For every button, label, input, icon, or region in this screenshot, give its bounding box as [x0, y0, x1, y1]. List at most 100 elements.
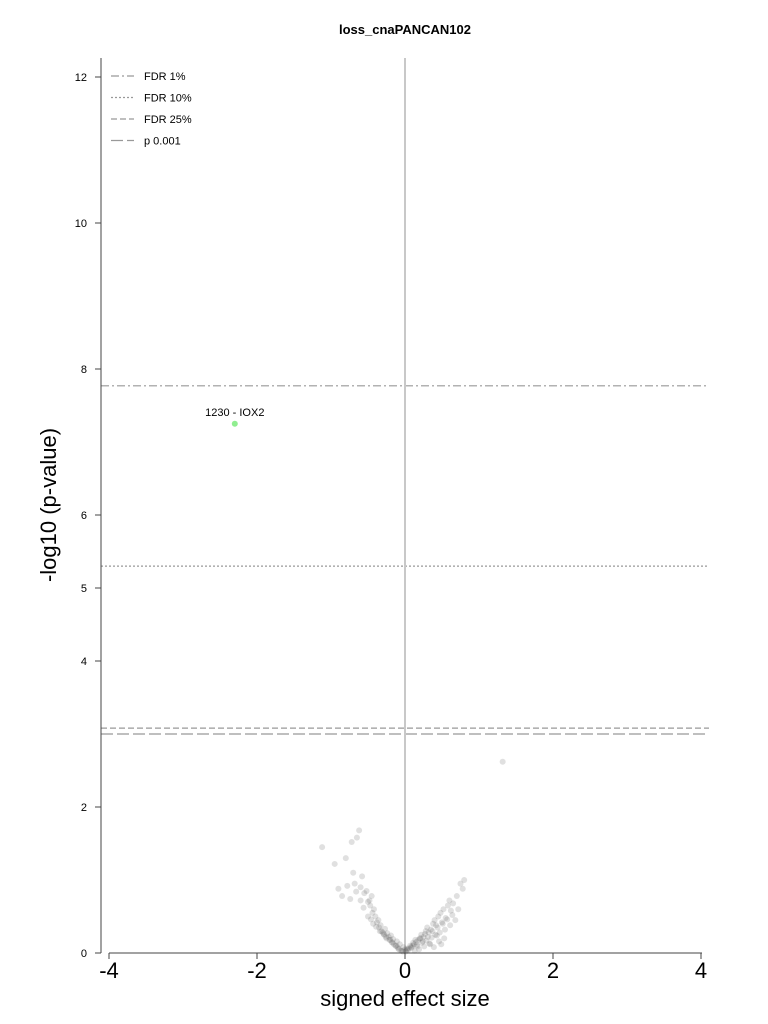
scatter-point [342, 855, 349, 862]
scatter-point [368, 893, 375, 900]
scatter-point [424, 924, 431, 931]
scatter-point [457, 880, 464, 887]
scatter-point [347, 895, 354, 902]
legend-label: p 0.001 [144, 136, 181, 148]
scatter-point [388, 939, 395, 946]
scatter-point [339, 893, 346, 900]
scatter-point [348, 839, 355, 846]
x-tick-label: 0 [399, 958, 411, 983]
scatter-point [416, 946, 423, 953]
scatter-point [425, 929, 432, 936]
scatter-point [437, 909, 444, 916]
scatter-point [438, 941, 445, 948]
scatter-point [419, 939, 426, 946]
scatter-point [444, 916, 451, 923]
scatter-point [398, 947, 405, 954]
scatter-point [400, 944, 407, 951]
scatter-point [344, 882, 351, 889]
scatter-point [441, 935, 448, 942]
scatter-point [436, 929, 443, 936]
scatter-point [408, 944, 415, 951]
scatter-point [422, 928, 429, 935]
scatter-point [385, 933, 392, 940]
scatter-point [410, 939, 417, 946]
scatter-point [379, 929, 386, 936]
scatter-point [393, 942, 400, 949]
scatter-point [453, 893, 460, 900]
scatter-point [367, 902, 374, 909]
y-tick-label: 2 [81, 802, 87, 814]
scatter-point [428, 934, 435, 941]
scatter-point [387, 932, 394, 939]
scatter-point [351, 880, 358, 887]
scatter-point [429, 928, 436, 935]
x-tick-label: 2 [547, 958, 559, 983]
scatter-point [444, 902, 451, 909]
scatter-point [421, 943, 428, 950]
scatter-point [459, 885, 466, 892]
scatter-point [365, 898, 371, 905]
scatter-point [439, 919, 445, 926]
scatter-point [434, 924, 441, 931]
scatter-point [450, 900, 457, 907]
scatter-point [389, 939, 396, 946]
scatter-point [383, 935, 390, 942]
scatter-point [461, 877, 468, 883]
scatter-point [430, 920, 437, 927]
scatter-point [442, 914, 449, 921]
scatter-point [390, 936, 397, 943]
scatter-point [377, 922, 384, 929]
y-tick-label: 10 [75, 218, 87, 230]
y-tick-label: 12 [75, 72, 87, 84]
y-axis-label: -log10 (p-value) [36, 428, 61, 582]
scatter-point [381, 931, 388, 938]
scatter-point [405, 945, 412, 952]
scatter-point [369, 909, 376, 916]
scatter-point [411, 947, 418, 954]
x-tick-label: -2 [247, 958, 267, 983]
scatter-point [433, 922, 440, 929]
scatter-point [396, 946, 403, 953]
scatter-point [441, 926, 448, 933]
scatter-point [446, 897, 453, 904]
scatter-point [407, 942, 414, 949]
scatter-point [359, 873, 366, 880]
scatter-point [378, 928, 385, 935]
scatter-point [431, 917, 438, 924]
scatter-point [376, 924, 383, 931]
scatter-point [426, 940, 433, 947]
scatter-point [409, 942, 416, 949]
scatter-point [415, 936, 422, 943]
scatter-point [370, 920, 377, 927]
x-axis-label: signed effect size [320, 986, 490, 1011]
y-tick-label: 5 [81, 583, 87, 595]
scatter-point [423, 937, 430, 944]
scatter-points [319, 758, 506, 955]
legend-label: FDR 25% [144, 114, 192, 126]
scatter-point [455, 906, 462, 913]
scatter-point [361, 890, 368, 897]
scatter-point [350, 869, 357, 876]
scatter-point [413, 941, 420, 948]
legend-label: FDR 10% [144, 93, 192, 105]
scatter-point [399, 947, 406, 954]
scatter-point [410, 941, 417, 948]
scatter-point [432, 931, 439, 938]
scatter-point [382, 925, 389, 932]
scatter-point [447, 907, 454, 914]
scatter-point [373, 923, 380, 930]
scatter-point [430, 944, 437, 951]
scatter-point [357, 897, 364, 904]
scatter-point [420, 933, 427, 940]
scatter-point [416, 935, 423, 942]
scatter-point [373, 919, 380, 926]
legend-label: FDR 1% [144, 71, 186, 83]
scatter-point [380, 931, 387, 938]
scatter-point [417, 935, 424, 942]
scatter-point [436, 938, 443, 945]
chart-title: loss_cnaPANCAN102 [339, 22, 471, 37]
point-annotation: 1230 - IOX2 [205, 407, 264, 419]
scatter-point [414, 943, 421, 950]
scatter-point [331, 860, 338, 867]
